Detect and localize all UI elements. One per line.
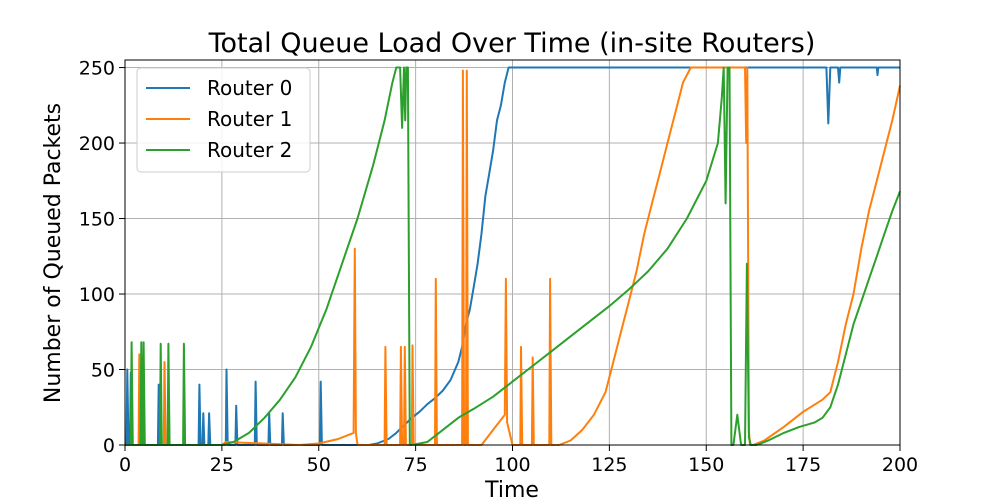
legend: Router 0 Router 1 Router 2: [136, 67, 311, 173]
y-tick-label: 100: [79, 284, 115, 306]
series-line-router-2: [125, 66, 901, 446]
chart-title: Total Queue Load Over Time (in-site Rout…: [208, 28, 816, 59]
x-axis-label: Time: [484, 478, 539, 500]
legend-entry-label: Router 2: [207, 138, 292, 162]
x-tick-label: 150: [688, 454, 724, 476]
x-tick-label: 125: [591, 454, 627, 476]
x-tick-label: 75: [404, 454, 428, 476]
legend-entry-label: Router 1: [207, 107, 292, 131]
x-tick-label: 50: [307, 454, 331, 476]
y-axis-label: Number of Queued Packets: [41, 103, 66, 403]
y-tick-label: 150: [79, 209, 115, 231]
x-tick-label: 0: [119, 454, 131, 476]
y-tick-label: 50: [91, 360, 115, 382]
x-tick-label: 25: [210, 454, 234, 476]
x-tick-label: 100: [494, 454, 530, 476]
legend-entry-label: Router 0: [207, 76, 292, 100]
axis-ticks: 0 25 50 75 100 125 150 175 200 0 50 100 150 200 250: [79, 58, 918, 476]
y-tick-label: 200: [79, 133, 115, 155]
legend-box: [136, 67, 311, 173]
x-tick-label: 200: [882, 454, 918, 476]
y-tick-label: 0: [103, 435, 115, 457]
y-tick-label: 250: [79, 58, 115, 80]
x-tick-label: 175: [785, 454, 821, 476]
